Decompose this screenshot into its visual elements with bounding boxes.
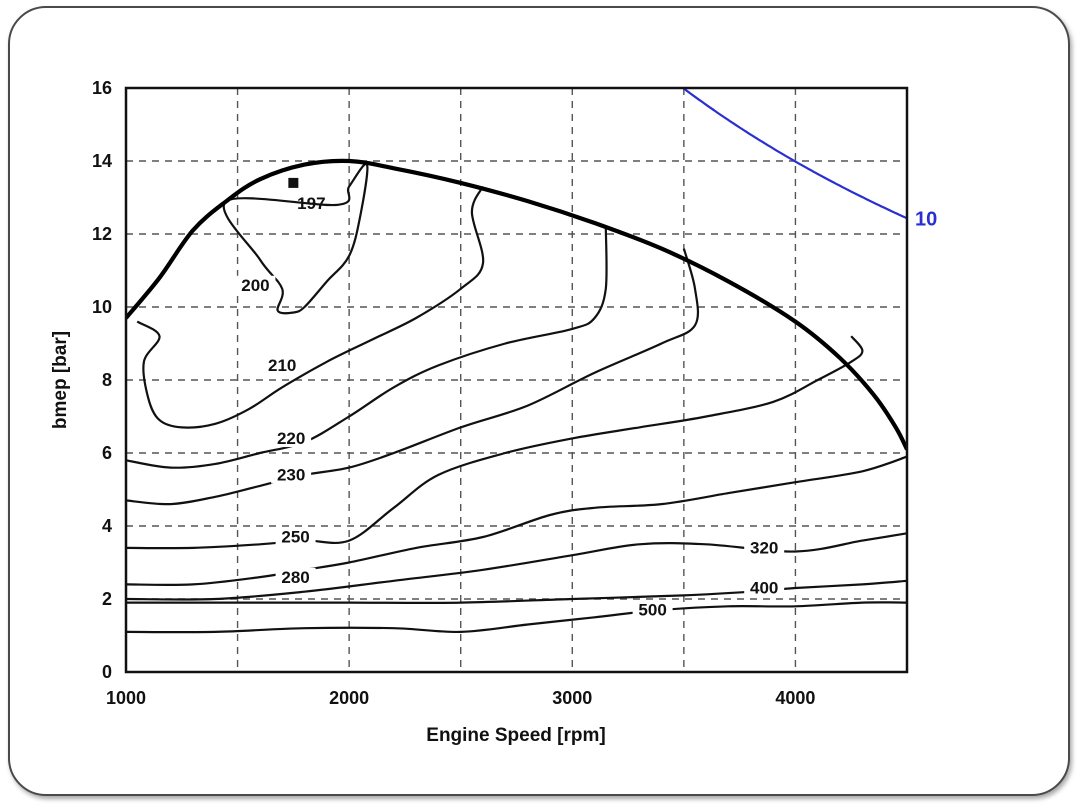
y-tick-label: 4	[102, 516, 112, 536]
bsfc-label-bg	[275, 527, 316, 546]
bsfc-label-bg	[275, 567, 316, 586]
y-tick-label: 6	[102, 443, 112, 463]
bsfc-label: 280	[281, 568, 309, 587]
full-load-curve	[126, 158, 907, 451]
power-curve	[681, 88, 907, 220]
bsfc-contour	[126, 455, 907, 587]
x-tick-label: 4000	[775, 688, 815, 708]
y-tick-label: 10	[92, 297, 112, 317]
bsfc-contour	[126, 601, 907, 634]
x-tick-label: 2000	[329, 688, 369, 708]
y-tick-label: 0	[102, 662, 112, 682]
x-tick-label: 3000	[552, 688, 592, 708]
bsfc-contour	[126, 532, 907, 601]
bsfc-contour	[126, 248, 700, 506]
bsfc-label-bg	[262, 356, 303, 375]
y-tick-label: 8	[102, 370, 112, 390]
bsfc-contour	[222, 162, 369, 315]
power-curve-label: 10	[915, 208, 937, 230]
power-curves	[681, 88, 907, 220]
bsfc-label-bg	[632, 600, 673, 619]
axis-ticks: 0 2 4 6 8 10 12 14 16 1000 2000 3000 4000	[92, 78, 815, 708]
bsfc-label-bg	[744, 538, 785, 557]
y-tick-label: 2	[102, 589, 112, 609]
bsfc-label: 400	[750, 579, 778, 598]
bsfc-contour	[126, 335, 864, 550]
optimum-point-label: 197	[297, 194, 325, 213]
full-load-curve-group	[126, 158, 907, 451]
bsfc-label: 500	[638, 601, 666, 620]
y-tick-label: 14	[92, 151, 112, 171]
bsfc-label: 320	[750, 539, 778, 558]
gridlines	[126, 88, 907, 672]
x-axis-title: Engine Speed [rpm]	[426, 725, 605, 746]
y-tick-label: 12	[92, 224, 112, 244]
curve-labels: 102030405060708090100 HP2002102202302502…	[235, 177, 937, 620]
bsfc-label: 220	[277, 429, 305, 448]
bsfc-label-bg	[744, 578, 785, 597]
bsfc-label-bg	[271, 429, 312, 448]
bsfc-label: 200	[241, 276, 269, 295]
bsfc-label-bg	[235, 275, 276, 294]
bsfc-contour	[136, 185, 485, 429]
bsfc-label-bg	[271, 465, 312, 484]
y-axis-title: bmep [bar]	[50, 331, 71, 429]
y-tick-label: 16	[92, 78, 112, 98]
bsfc-label: 230	[277, 466, 305, 485]
bsfc-contour	[126, 226, 608, 469]
bsfc-label: 250	[281, 528, 309, 547]
bsfc-label: 210	[268, 356, 296, 375]
bsfc-contour	[126, 579, 907, 605]
optimum-point-marker	[288, 177, 299, 188]
plot-frame	[124, 86, 909, 674]
x-tick-label: 1000	[106, 688, 146, 708]
